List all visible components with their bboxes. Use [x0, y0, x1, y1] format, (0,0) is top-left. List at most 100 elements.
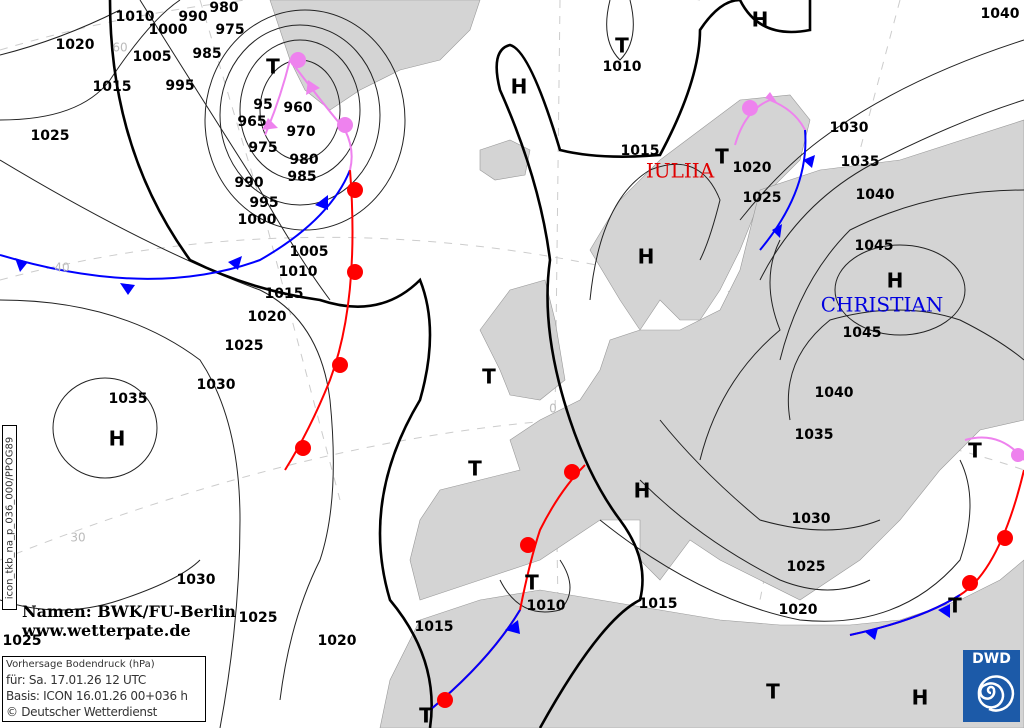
- isobar-label: 985: [192, 46, 221, 62]
- isobar-label: 1000: [149, 22, 188, 38]
- isobar-label: 1025: [31, 128, 70, 144]
- low-marker: T: [715, 145, 729, 169]
- isobar-label: 970: [286, 124, 315, 140]
- isobar-label: 1025: [743, 190, 782, 206]
- isobar-label: 1045: [843, 325, 882, 341]
- high-marker: H: [752, 8, 769, 32]
- high-marker: H: [887, 269, 904, 293]
- isobar-label: 980: [289, 152, 318, 168]
- isobar-label: 1015: [93, 79, 132, 95]
- forecast-info-box: Vorhersage Bodendruck (hPa) für: Sa. 17.…: [2, 656, 206, 722]
- credits: Namen: BWK/FU-Berlin www.wetterpate.de: [22, 602, 236, 640]
- low-marker: T: [482, 365, 496, 389]
- isobar-label: 1025: [3, 633, 42, 649]
- pressure-systems: T T H H T H H H T T H T T T T H T: [109, 8, 983, 728]
- isobar-label: 1015: [265, 286, 304, 302]
- isobar-label: 1045: [855, 238, 894, 254]
- occlusion-symbols: [262, 52, 1024, 462]
- isobar-label: 1005: [290, 244, 329, 260]
- product-code-box: icon_tkb_na_p_036_000/PPOG89: [2, 425, 17, 610]
- greenland: [269, 0, 481, 111]
- storm-name-iuliia: IULIIA: [646, 159, 715, 183]
- isobar-label: 1040: [815, 385, 854, 401]
- britain: [479, 279, 566, 401]
- low-marker: T: [266, 55, 280, 79]
- isobar-label: 1025: [225, 338, 264, 354]
- high-marker: H: [638, 245, 655, 269]
- low-marker: T: [468, 457, 482, 481]
- isobar-label: 1010: [116, 9, 155, 25]
- isobar-label: 1030: [197, 377, 236, 393]
- low-marker: T: [419, 704, 433, 728]
- africa: [379, 559, 1024, 728]
- cold-front-scandinavia: [759, 129, 807, 251]
- europe: [409, 119, 1024, 601]
- info-valid: für: Sa. 17.01.26 12 UTC: [6, 673, 146, 687]
- isobar-label: 1005: [133, 49, 172, 65]
- isobar-label: 1010: [279, 264, 318, 280]
- fronts: [0, 52, 1024, 711]
- isobar-label: 1020: [779, 602, 818, 618]
- isobar-label: 960: [283, 100, 312, 116]
- product-code: icon_tkb_na_p_036_000/PPOG89: [4, 436, 15, 599]
- isobar-label: 990: [234, 175, 263, 191]
- credits-names: Namen: BWK/FU-Berlin: [22, 602, 237, 621]
- high-marker: H: [912, 686, 929, 710]
- isobar-label: 1040: [981, 6, 1020, 22]
- warm-front-semicircles: [295, 182, 1013, 708]
- isobar-label: 1020: [733, 160, 772, 176]
- isobar-label: 995: [165, 78, 194, 94]
- isobar-label: 975: [215, 22, 244, 38]
- isobar-label: 1010: [527, 598, 566, 614]
- lat-label: 60: [112, 41, 127, 55]
- isobar-label: 1020: [248, 309, 287, 325]
- land-masses: [269, 0, 1024, 728]
- isobar-label: 1030: [177, 572, 216, 588]
- lat-label: 30: [70, 531, 85, 545]
- isobar-label: 1010: [603, 59, 642, 75]
- front-east-med-cold: [849, 594, 961, 636]
- isobar-labels: 1010 990 980 975 1000 1020 1005 985 1015…: [3, 0, 1020, 649]
- isobar-label: 995: [249, 195, 278, 211]
- storm-name-christian: CHRISTIAN: [821, 293, 944, 317]
- iceland: [479, 139, 531, 181]
- isobar-label: 1030: [792, 511, 831, 527]
- isobar-label: 1020: [56, 37, 95, 53]
- isobar-label: 1025: [787, 559, 826, 575]
- isobar-label: 1000: [238, 212, 277, 228]
- swirl-icon: [977, 675, 1015, 712]
- isobar-label: 1035: [841, 154, 880, 170]
- isobar-label: 1025: [239, 610, 278, 626]
- lat-label: 40: [54, 261, 69, 275]
- info-copyright: © Deutscher Wetterdienst: [6, 705, 158, 719]
- isobar-label: 980: [209, 0, 238, 16]
- dwd-logo: DWD: [963, 650, 1020, 722]
- info-title: Vorhersage Bodendruck (hPa): [6, 659, 155, 670]
- bold-isobars-1015: [108, 0, 812, 728]
- isobar-label: 1015: [639, 596, 678, 612]
- high-marker: H: [109, 427, 126, 451]
- isobar-label: 990: [178, 9, 207, 25]
- isobar-label: 985: [287, 169, 316, 185]
- low-marker: T: [615, 34, 629, 58]
- isobar-label: 1030: [830, 120, 869, 136]
- high-marker: H: [634, 479, 651, 503]
- latitude-labels: 60 40 30 0: [54, 41, 556, 545]
- low-marker: T: [968, 439, 982, 463]
- isobar-label: 1040: [856, 187, 895, 203]
- info-basis: Basis: ICON 16.01.26 00+036 h: [6, 689, 188, 703]
- low-marker: T: [525, 571, 539, 595]
- isobar-label: 95: [253, 97, 272, 113]
- low-marker: T: [766, 680, 780, 704]
- isobar-label: 1015: [621, 143, 660, 159]
- isobar-label: 1020: [318, 633, 357, 649]
- isobar-label: 975: [248, 140, 277, 156]
- lat-label: 0: [549, 402, 557, 416]
- isobar-label: 965: [237, 114, 266, 130]
- isobar-label: 1035: [795, 427, 834, 443]
- credits-url: www.wetterpate.de: [22, 621, 191, 640]
- isobar-label: 1015: [415, 619, 454, 635]
